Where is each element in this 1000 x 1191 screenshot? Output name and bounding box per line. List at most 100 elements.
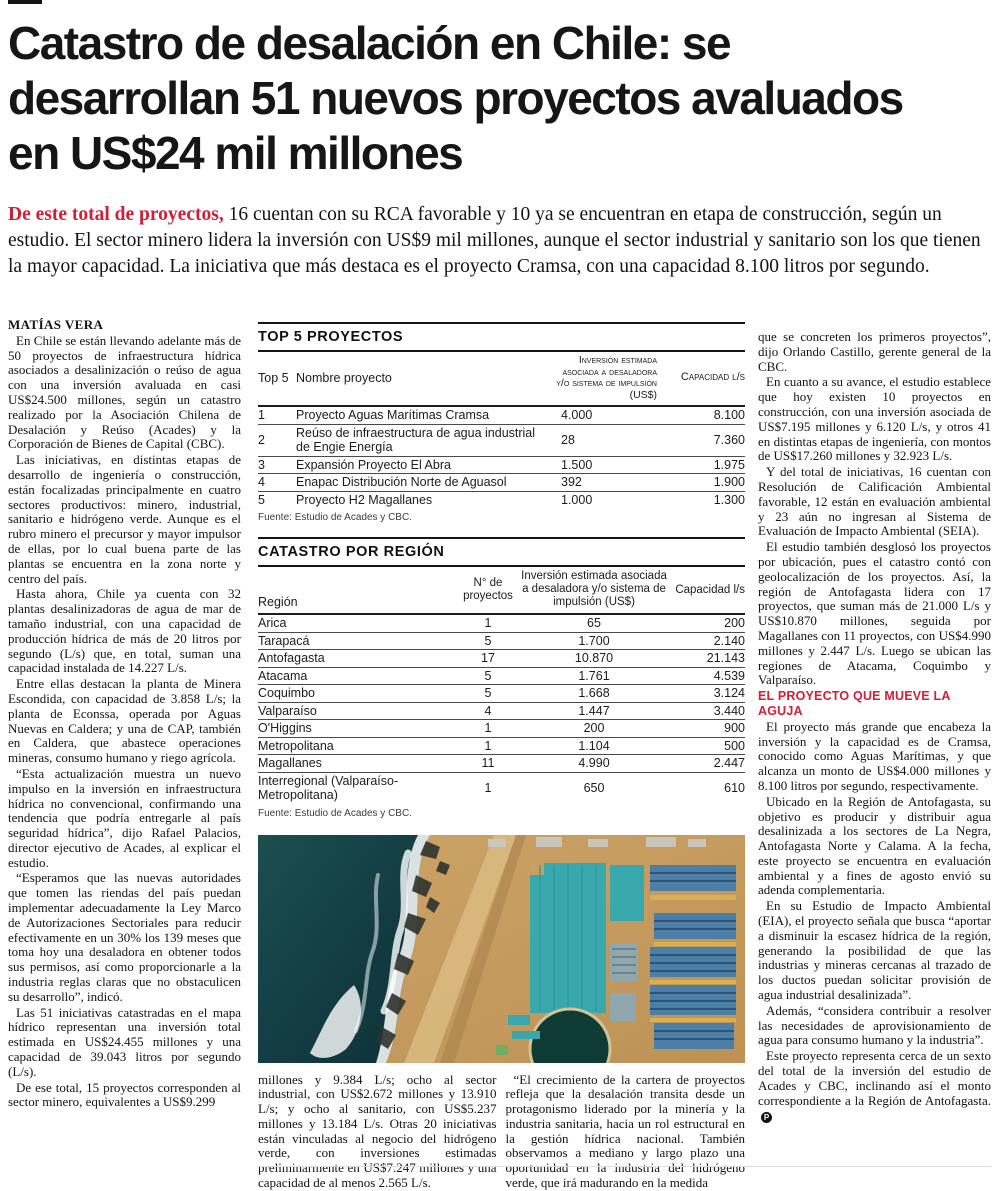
cell-name: Expansión Proyecto El Abra bbox=[296, 457, 451, 472]
cell-projects: 4 bbox=[484, 703, 492, 718]
cell-investment: 1.761 bbox=[578, 668, 610, 683]
cell-rank: 4 bbox=[258, 475, 265, 489]
lede-lead-in: De este total de proyectos, bbox=[8, 204, 224, 225]
region-table-body: Arica 1 65 200 Tarapacá 5 1.700 2.140 An… bbox=[258, 615, 745, 804]
headline-line-3: en US$24 mil millones bbox=[8, 127, 464, 179]
article-paragraph: Entre ellas destacan la planta de Minera… bbox=[8, 676, 241, 766]
article-column-1: MATÍAS VERA En Chile se están llevando a… bbox=[8, 317, 241, 1111]
cell-region: Valparaíso bbox=[258, 703, 317, 718]
section-subhead: EL PROYECTO QUE MUEVE LA AGUJA bbox=[758, 689, 951, 718]
table-row: Tarapacá 5 1.700 2.140 bbox=[258, 633, 745, 650]
cell-capacity: 4.539 bbox=[713, 668, 745, 683]
middle-section: TOP 5 PROYECTOS Top 5 Nombre proyecto In… bbox=[258, 322, 745, 1191]
cell-investment: 392 bbox=[561, 475, 582, 489]
cell-rank: 5 bbox=[258, 492, 265, 507]
headline-line-2: desarrollan 51 nuevos proyectos avaluado… bbox=[8, 72, 904, 124]
article-column-4: que se concreten los primeros proyectos”… bbox=[758, 329, 991, 1124]
bottom-divider bbox=[258, 1166, 991, 1167]
divider bbox=[258, 322, 745, 324]
cell-capacity: 1.900 bbox=[713, 475, 745, 489]
cell-name: Proyecto H2 Magallanes bbox=[296, 492, 433, 507]
cell-investment: 1.447 bbox=[578, 703, 610, 718]
cell-projects: 5 bbox=[484, 668, 492, 683]
cell-investment: 1.700 bbox=[578, 633, 610, 648]
article-paragraph: En su Estudio de Impacto Ambiental (EIA)… bbox=[758, 898, 991, 1003]
column-header-region: Región bbox=[258, 595, 298, 609]
top5-table-body: 1 Proyecto Aguas Marítimas Cramsa 4.000 … bbox=[258, 407, 745, 508]
cell-rank: 2 bbox=[258, 432, 265, 447]
cell-projects: 5 bbox=[484, 633, 492, 648]
continuation-columns: millones y 9.384 L/s; ocho al sector ind… bbox=[258, 1072, 745, 1191]
article-paragraph: Este proyecto representa cerca de un sex… bbox=[758, 1048, 991, 1124]
cell-projects: 11 bbox=[481, 756, 495, 770]
table-row: Atacama 5 1.761 4.539 bbox=[258, 668, 745, 685]
column-header-rank: Top 5 bbox=[258, 371, 289, 385]
cell-capacity: 900 bbox=[724, 721, 745, 735]
cell-capacity: 7.360 bbox=[713, 432, 745, 447]
region-table-header: Región N° de proyectos Inversión estimad… bbox=[258, 567, 745, 615]
cell-investment: 1.000 bbox=[561, 492, 593, 507]
cell-capacity: 21.143 bbox=[706, 651, 745, 665]
article-paragraph: En cuanto a su avance, el estudio establ… bbox=[758, 374, 991, 464]
article-paragraph: “Esta actualización muestra un nuevo imp… bbox=[8, 765, 241, 870]
cell-capacity: 2.447 bbox=[713, 756, 745, 770]
article-paragraph: El proyecto más grande que encabeza la i… bbox=[758, 718, 991, 793]
table-row: 5 Proyecto H2 Magallanes 1.000 1.300 bbox=[258, 492, 745, 509]
cell-investment: 4.990 bbox=[578, 756, 610, 770]
cell-capacity: 3.124 bbox=[713, 686, 745, 700]
article-paragraph: Hasta ahora, Chile ya cuenta con 32 plan… bbox=[8, 586, 241, 676]
table-row: 4 Enapac Distribución Norte de Aguasol 3… bbox=[258, 474, 745, 492]
table-row: 3 Expansión Proyecto El Abra 1.500 1.975 bbox=[258, 457, 745, 474]
cell-capacity: 1.975 bbox=[713, 457, 745, 472]
column-header-projects: N° de proyectos bbox=[463, 576, 513, 602]
cell-name: Reúso de infraestructura de agua industr… bbox=[296, 425, 536, 455]
divider bbox=[258, 565, 745, 567]
table-row: Valparaíso 4 1.447 3.440 bbox=[258, 703, 745, 720]
cell-region: Metropolitana bbox=[258, 738, 334, 753]
table-source: Fuente: Estudio de Acades y CBC. bbox=[258, 512, 412, 523]
page-title: Catastro de desalación en Chile: se desa… bbox=[8, 16, 993, 181]
cell-region: Magallanes bbox=[258, 756, 322, 770]
article-paragraph-text: Este proyecto representa cerca de un sex… bbox=[758, 1048, 991, 1108]
cell-investment: 1.500 bbox=[561, 457, 593, 472]
cell-capacity: 610 bbox=[724, 780, 745, 795]
cell-region: O'Higgins bbox=[258, 721, 312, 735]
table-row: Interregional (Valparaíso-Metropolitana)… bbox=[258, 773, 745, 804]
cell-capacity: 2.140 bbox=[713, 633, 745, 648]
lede: De este total de proyectos, 16 cuentan c… bbox=[8, 202, 990, 280]
top5-table-header: Top 5 Nombre proyecto Inversión estimada… bbox=[258, 352, 745, 407]
column-header-name: Nombre proyecto bbox=[296, 371, 392, 385]
article-paragraph: El estudio también desglosó los proyecto… bbox=[758, 539, 991, 688]
article-paragraph: En Chile se están llevando adelante más … bbox=[8, 332, 241, 452]
article-paragraph: que se concreten los primeros proyectos”… bbox=[758, 329, 991, 374]
cell-name: Enapac Distribución Norte de Aguasol bbox=[296, 475, 507, 489]
column-header-capacity: Capacidad l/s bbox=[680, 371, 745, 384]
article-paragraph: De ese total, 15 proyectos corresponden … bbox=[8, 1079, 241, 1110]
column-header-investment: Inversión estimada asociada a desaladora… bbox=[521, 570, 667, 608]
cell-rank: 1 bbox=[258, 408, 265, 422]
cell-investment: 65 bbox=[587, 616, 601, 630]
cell-investment: 1.668 bbox=[578, 686, 610, 700]
lede-text: 16 cuentan con su RCA favorable y 10 ya … bbox=[8, 204, 981, 277]
article-paragraph: Además, “considera contribuir a resolver… bbox=[758, 1002, 991, 1048]
cell-investment: 4.000 bbox=[561, 408, 593, 422]
cell-capacity: 3.440 bbox=[713, 703, 745, 718]
cell-projects: 5 bbox=[484, 686, 492, 700]
headline-line-1: Catastro de desalación en Chile: se bbox=[8, 17, 732, 69]
cell-region: Tarapacá bbox=[258, 633, 310, 648]
byline: MATÍAS VERA bbox=[8, 317, 104, 332]
cell-projects: 1 bbox=[484, 780, 492, 795]
cell-projects: 1 bbox=[484, 738, 492, 753]
article-paragraph: Ubicado en la Región de Antofagasta, su … bbox=[758, 793, 991, 898]
table-row: Magallanes 11 4.990 2.447 bbox=[258, 755, 745, 773]
end-of-article-icon: P bbox=[761, 1112, 772, 1124]
cell-investment: 1.104 bbox=[578, 738, 610, 753]
top-left-rule bbox=[8, 0, 42, 4]
cell-region: Interregional (Valparaíso-Metropolitana) bbox=[258, 773, 399, 803]
article-paragraph: Y del total de iniciativas, 16 cuentan c… bbox=[758, 464, 991, 539]
article-paragraph: “Esperamos que las nuevas autoridades qu… bbox=[8, 870, 241, 1004]
table-row: Antofagasta 17 10.870 21.143 bbox=[258, 650, 745, 668]
column-header-investment: Inversión estimada asociada a desaladora… bbox=[556, 354, 657, 401]
column-header-capacity: Capacidad l/s bbox=[675, 583, 745, 596]
table-row: O'Higgins 1 200 900 bbox=[258, 720, 745, 738]
